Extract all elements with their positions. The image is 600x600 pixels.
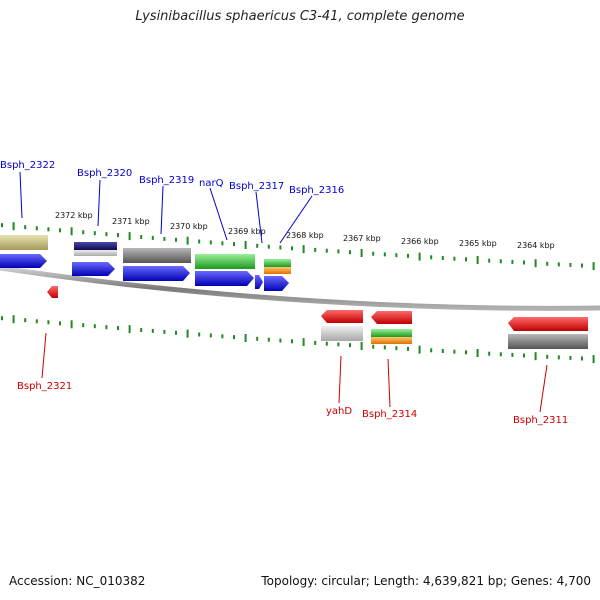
gene-arrow-bsph-2319 <box>123 266 190 281</box>
gene-label-bsph-2319: Bsph_2319 <box>139 175 194 186</box>
gene-label-bsph-2314: Bsph_2314 <box>362 409 417 420</box>
feature-box-orange <box>264 267 291 274</box>
feature-box-gray <box>123 248 191 263</box>
reverse-feature-boxes <box>321 326 588 349</box>
gene-label-bsph-2311: Bsph_2311 <box>513 415 568 426</box>
scale-label: 2365 kbp <box>459 239 497 248</box>
forward-leader-lines <box>19 171 313 244</box>
scale-label: 2371 kbp <box>112 217 150 226</box>
gene-label-bsph-2316: Bsph_2316 <box>289 185 344 196</box>
gene-arrow-bsph-2316 <box>264 276 289 291</box>
gene-arrow-bsph-2320 <box>72 262 115 276</box>
scale-label: 2364 kbp <box>517 241 555 250</box>
scale-labels: 2372 kbp 2371 kbp 2370 kbp 2369 kbp 2368… <box>55 211 555 250</box>
gene-arrow-yahd <box>321 310 363 323</box>
scale-label: 2369 kbp <box>228 227 266 236</box>
scale-label: 2372 kbp <box>55 211 93 220</box>
feature-box-orange <box>371 337 412 344</box>
gene-label-bsph-2317: Bsph_2317 <box>229 181 284 192</box>
feature-box-silver <box>321 326 363 341</box>
gene-arrow-bsph-2311 <box>508 317 588 331</box>
gene-arrow-bsph-2317 <box>255 275 263 289</box>
feature-box-green <box>264 259 291 267</box>
gene-arrow-bsph-2321 <box>47 286 58 298</box>
gene-label-narq: narQ <box>199 178 224 189</box>
scale-label: 2366 kbp <box>401 237 439 246</box>
gene-label-bsph-2321: Bsph_2321 <box>17 381 72 392</box>
genome-summary-text: Topology: circular; Length: 4,639,821 bp… <box>261 574 591 588</box>
feature-box-gray <box>508 334 588 349</box>
gene-label-yahd: yahD <box>326 406 352 417</box>
gene-arrow-bsph-2314-a <box>371 311 412 324</box>
gene-arrow-bsph-2322 <box>0 254 47 268</box>
forward-genes <box>0 254 289 291</box>
lower-scale-ticks <box>1 315 595 364</box>
scale-label: 2368 kbp <box>286 231 324 240</box>
feature-box-khaki <box>0 235 48 250</box>
forward-gene-labels: Bsph_2322 Bsph_2320 Bsph_2319 narQ Bsph_… <box>0 160 344 196</box>
feature-box-green <box>195 254 255 269</box>
gene-label-bsph-2320: Bsph_2320 <box>77 168 132 179</box>
genome-backbone <box>0 265 600 311</box>
reverse-leader-lines <box>41 332 548 413</box>
feature-box-green <box>371 329 412 337</box>
accession-text: Accession: NC_010382 <box>9 574 146 588</box>
map-title: Lysinibacillus sphaericus C3-41, complet… <box>135 9 465 24</box>
reverse-genes <box>47 286 588 331</box>
gene-label-bsph-2322: Bsph_2322 <box>0 160 55 171</box>
reverse-gene-labels: Bsph_2321 yahD Bsph_2314 Bsph_2311 <box>17 381 568 426</box>
upper-scale-ticks <box>1 222 595 271</box>
forward-feature-boxes <box>0 235 291 274</box>
feature-box-silver <box>74 250 117 256</box>
scale-label: 2367 kbp <box>343 234 381 243</box>
gene-arrow-narq <box>195 271 254 286</box>
feature-box-navy <box>74 242 117 250</box>
scale-label: 2370 kbp <box>170 222 208 231</box>
